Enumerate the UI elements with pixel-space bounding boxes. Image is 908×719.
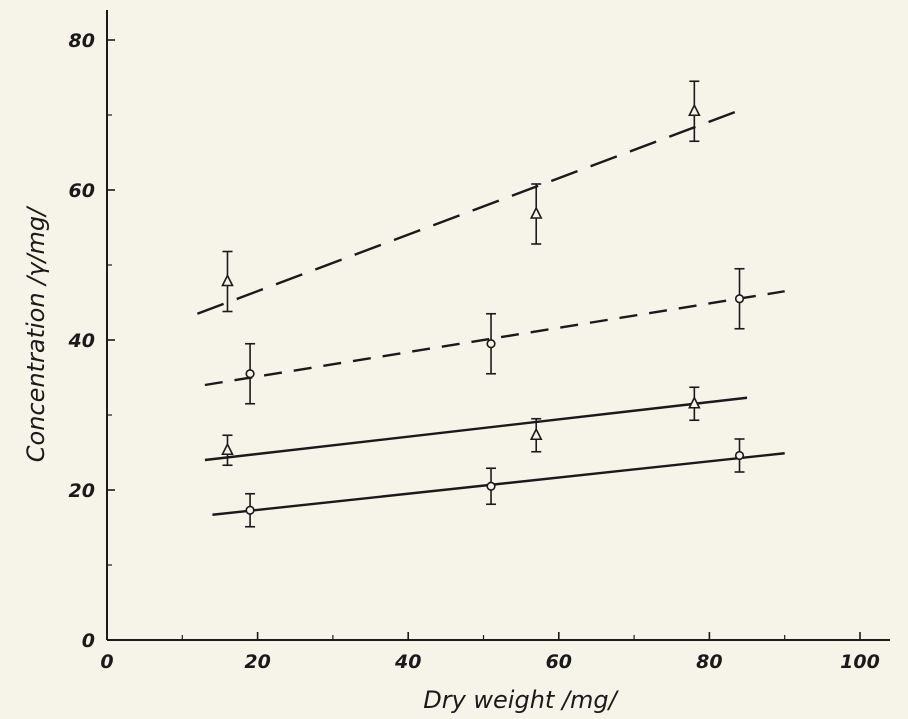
circle-marker (486, 481, 496, 491)
series-3-point (221, 434, 234, 467)
series-2-point (486, 312, 497, 375)
x-tick-label: 40 (394, 651, 421, 673)
triangle-marker (688, 395, 701, 409)
triangle-marker (529, 206, 543, 219)
series-3-point (688, 386, 701, 422)
series-4-point (486, 467, 497, 506)
circle-marker (245, 505, 255, 515)
circle-marker (245, 369, 255, 379)
series-1-point (688, 80, 701, 143)
x-tick-label: 20 (244, 651, 270, 673)
y-tick-label: 60 (69, 180, 95, 202)
series-3-fit-line (204, 396, 748, 462)
x-tick-label: 60 (546, 651, 572, 673)
y-tick-label: 20 (69, 480, 95, 502)
triangle-marker (221, 442, 234, 456)
series-2-point (734, 267, 745, 330)
triangle-marker (688, 103, 701, 117)
y-tick-label: 0 (82, 630, 95, 652)
y-tick-label: 40 (68, 330, 95, 352)
x-tick-label: 100 (840, 651, 880, 673)
triangle-marker (221, 273, 234, 287)
series-4-point (245, 492, 256, 528)
series-1-point (221, 250, 234, 313)
x-tick-label: 80 (696, 651, 722, 673)
series-1-fit-line (196, 106, 748, 315)
triangle-marker (529, 427, 543, 441)
series-4-point (734, 438, 745, 473)
series-4-fit-line (212, 452, 785, 516)
circle-marker (734, 450, 745, 461)
tick-labels: 0 20 40 60 80 100 0 20 40 60 80 (68, 30, 880, 673)
plot-area (106, 10, 890, 641)
series-3-point (529, 417, 543, 453)
series-2-point (245, 342, 256, 405)
y-axis-title: Concentration /γ/mg/ (22, 205, 50, 462)
circle-marker (734, 294, 745, 304)
x-tick-label: 0 (100, 651, 113, 673)
x-axis-title: Dry weight /mg/ (423, 686, 619, 714)
series-2-fit-line (204, 290, 785, 387)
series-1-point (529, 183, 543, 245)
circle-marker (486, 339, 496, 349)
y-tick-label: 80 (69, 30, 95, 52)
